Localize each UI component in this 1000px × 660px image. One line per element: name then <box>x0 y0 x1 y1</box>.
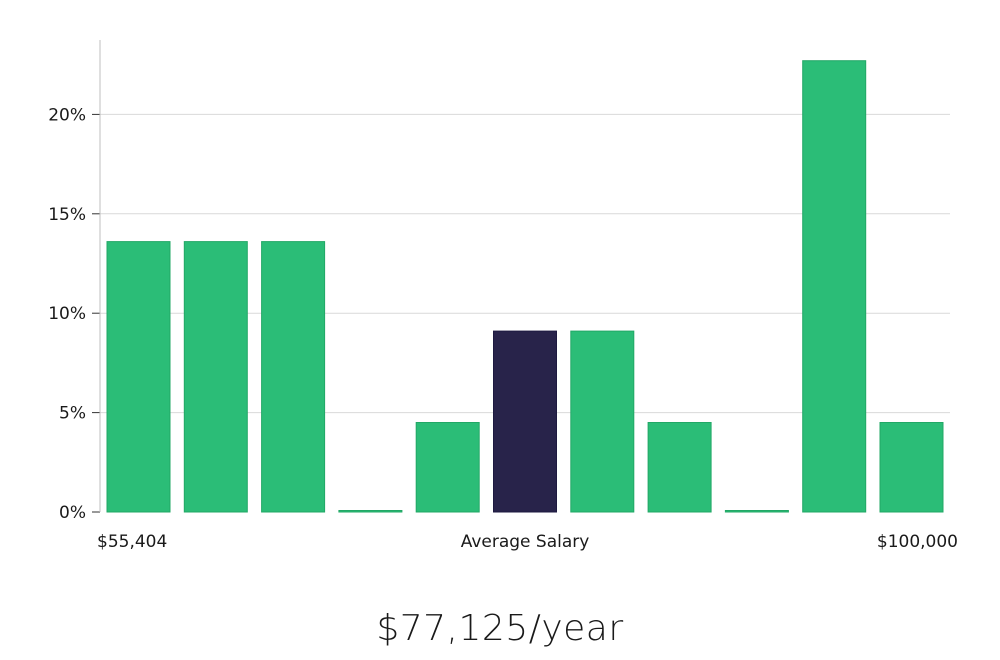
bar-10 <box>879 422 944 513</box>
bar-average-salary <box>493 330 557 513</box>
bar-2 <box>261 241 326 513</box>
bar-7 <box>647 422 712 513</box>
bar-4 <box>415 422 480 513</box>
bar-1 <box>183 241 248 513</box>
y-tick-label-5: 5% <box>59 404 86 424</box>
x-label-average: Average Salary <box>461 532 590 552</box>
y-tick-label-15: 15% <box>48 205 86 225</box>
average-salary-value: $77,125/year <box>376 608 624 649</box>
salary-histogram: 0% 5% 10% 15% 20% $55,404 Average Salary $10… <box>48 40 958 552</box>
bar-6 <box>570 330 635 513</box>
bar-9 <box>802 60 867 513</box>
bar-8 <box>724 510 789 513</box>
y-axis-ticks: 0% 5% 10% 15% 20% <box>48 105 100 523</box>
y-tick-label-10: 10% <box>48 304 86 324</box>
y-tick-label-20: 20% <box>48 105 86 125</box>
x-label-max: $100,000 <box>877 532 958 552</box>
bar-0 <box>106 241 171 513</box>
y-tick-label-0: 0% <box>59 503 86 523</box>
x-label-min: $55,404 <box>97 532 167 552</box>
bar-3 <box>338 510 403 513</box>
bars <box>106 60 944 513</box>
